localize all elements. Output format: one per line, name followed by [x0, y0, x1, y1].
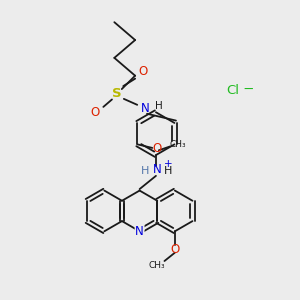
Text: +: + — [164, 159, 173, 169]
Text: N: N — [135, 225, 144, 238]
Text: O: O — [152, 142, 161, 155]
Text: −: − — [239, 82, 254, 96]
Text: O: O — [170, 243, 179, 256]
Text: H: H — [140, 166, 149, 176]
Text: O: O — [91, 106, 100, 119]
Text: H: H — [164, 166, 172, 176]
Text: CH₃: CH₃ — [169, 140, 186, 149]
Text: S: S — [112, 87, 122, 100]
Text: H: H — [155, 101, 163, 111]
Text: N: N — [153, 163, 162, 176]
Text: N: N — [141, 102, 149, 115]
Text: Cl: Cl — [227, 84, 240, 97]
Text: CH₃: CH₃ — [149, 261, 165, 270]
Text: O: O — [138, 65, 147, 78]
